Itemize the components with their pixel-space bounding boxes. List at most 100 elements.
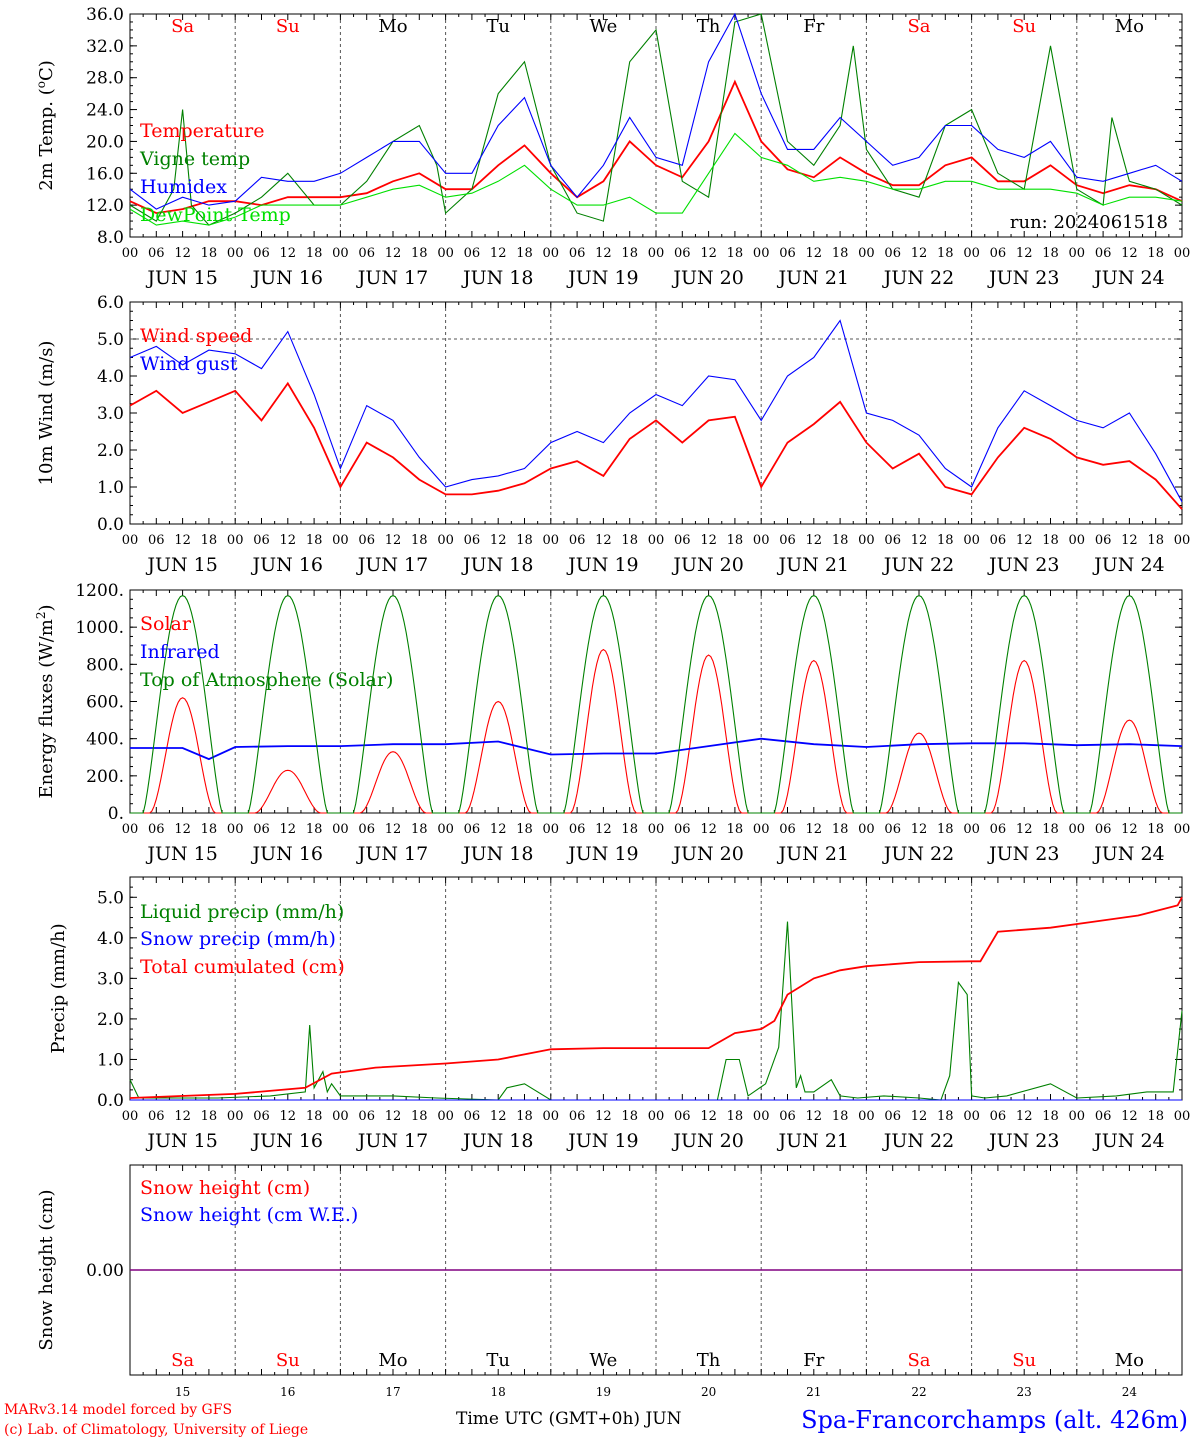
day-number-label: 24: [1122, 1385, 1138, 1399]
date-label: JUN 21: [777, 843, 849, 865]
hour-tick-label: 06: [1095, 246, 1112, 261]
hour-tick-label: 12: [1121, 822, 1138, 837]
day-label: Su: [276, 16, 300, 37]
hour-tick-label: 06: [569, 533, 586, 548]
y-tick-label: 8.0: [97, 228, 124, 248]
hour-tick-label: 12: [490, 1109, 507, 1124]
series-line: [129, 132, 1183, 226]
hour-tick-label: 00: [1174, 1109, 1191, 1124]
hour-tick-label: 12: [595, 533, 612, 548]
date-label: JUN 20: [671, 267, 743, 289]
y-tick-label: 2.0: [97, 441, 124, 461]
hour-tick-label: 12: [595, 246, 612, 261]
day-label: Su: [1012, 1350, 1036, 1371]
hour-tick-label: 06: [990, 1109, 1007, 1124]
hour-tick-label: 12: [174, 246, 191, 261]
legend-entry: Humidex: [140, 176, 227, 198]
hour-tick-label: 18: [1147, 1109, 1164, 1124]
legend-entry: Snow height (cm W.E.): [140, 1204, 358, 1226]
hour-tick-label: 12: [595, 822, 612, 837]
date-label: JUN 19: [566, 267, 638, 289]
hour-tick-label: 18: [306, 822, 323, 837]
y-tick-label: 3.0: [97, 969, 124, 989]
hour-tick-label: 12: [1016, 246, 1033, 261]
day-label: Tu: [486, 1350, 510, 1371]
legend-entry: DewPoint Temp: [140, 204, 291, 226]
hour-tick-label: 00: [648, 822, 665, 837]
date-label: JUN 15: [145, 1130, 217, 1152]
hour-tick-label: 18: [621, 1109, 638, 1124]
hour-tick-label: 18: [1042, 1109, 1059, 1124]
hour-tick-label: 00: [858, 1109, 875, 1124]
y-tick-label: 1.0: [97, 1050, 124, 1070]
y-tick-label: 400.: [86, 730, 124, 750]
date-label: JUN 16: [251, 554, 323, 576]
panel-2: 0.0 1.0 2.0 3.0 4.0 5.0 6.0 10m Wind (m/s) Wind …: [36, 293, 1190, 576]
hour-tick-label: 18: [306, 533, 323, 548]
hour-tick-label: 18: [832, 1109, 849, 1124]
hour-tick-label: 18: [306, 1109, 323, 1124]
hour-tick-label: 12: [280, 246, 297, 261]
date-label: JUN 18: [461, 267, 533, 289]
hour-tick-label: 00: [332, 1109, 349, 1124]
hour-tick-label: 12: [911, 533, 928, 548]
hour-tick-label: 00: [753, 246, 770, 261]
hour-tick-label: 18: [832, 246, 849, 261]
plot-frame: [129, 589, 1183, 814]
hour-tick-label: 18: [727, 533, 744, 548]
hour-tick-label: 00: [332, 246, 349, 261]
hour-tick-label: 00: [963, 246, 980, 261]
hour-tick-label: 12: [385, 246, 402, 261]
hour-tick-label: 06: [779, 1109, 796, 1124]
hour-tick-label: 12: [490, 246, 507, 261]
date-label: JUN 24: [1092, 843, 1164, 865]
day-label: Fr: [803, 1350, 824, 1371]
day-label: Sa: [171, 1350, 194, 1371]
hour-tick-label: 12: [700, 822, 717, 837]
hour-tick-label: 00: [227, 246, 244, 261]
hour-tick-label: 12: [490, 822, 507, 837]
hour-tick-label: 18: [411, 246, 428, 261]
hour-tick-label: 06: [884, 533, 901, 548]
day-label: Fr: [803, 16, 824, 37]
date-label: JUN 17: [356, 843, 428, 865]
hour-tick-label: 00: [122, 533, 139, 548]
day-label: Su: [276, 1350, 300, 1371]
day-label: Su: [1012, 16, 1036, 37]
hour-tick-label: 18: [516, 533, 533, 548]
hour-tick-label: 00: [753, 1109, 770, 1124]
hour-tick-label: 06: [569, 246, 586, 261]
hour-tick-label: 12: [806, 1109, 823, 1124]
y-tick-label: 16.0: [86, 164, 124, 184]
hour-tick-label: 00: [122, 246, 139, 261]
date-label: JUN 22: [882, 1130, 954, 1152]
hour-tick-label: 06: [358, 246, 375, 261]
hour-tick-label: 00: [437, 822, 454, 837]
date-label: JUN 17: [356, 554, 428, 576]
date-label: JUN 20: [671, 554, 743, 576]
hour-tick-label: 06: [464, 822, 481, 837]
hour-tick-label: 00: [963, 822, 980, 837]
hour-tick-label: 00: [227, 822, 244, 837]
day-number-label: 16: [280, 1385, 295, 1399]
hour-tick-label: 12: [385, 822, 402, 837]
y-tick-label: 1200.: [75, 581, 124, 601]
date-label: JUN 21: [777, 554, 849, 576]
hour-tick-label: 06: [148, 1109, 165, 1124]
hour-tick-label: 18: [621, 533, 638, 548]
day-label: Tu: [486, 16, 510, 37]
hour-tick-label: 06: [674, 533, 691, 548]
y-axis-label: Energy fluxes (W/m2): [34, 604, 57, 798]
hour-tick-label: 12: [806, 533, 823, 548]
hour-tick-label: 12: [911, 822, 928, 837]
date-label: JUN 23: [987, 554, 1059, 576]
hour-tick-label: 12: [806, 822, 823, 837]
hour-tick-label: 06: [674, 822, 691, 837]
hour-tick-label: 06: [1095, 1109, 1112, 1124]
date-label: JUN 18: [461, 554, 533, 576]
date-label: JUN 21: [777, 267, 849, 289]
y-tick-label: 4.0: [97, 367, 124, 387]
series-line: [129, 381, 1183, 510]
legend-entry: Infrared: [140, 641, 220, 663]
y-tick-label: 5.0: [97, 330, 124, 350]
